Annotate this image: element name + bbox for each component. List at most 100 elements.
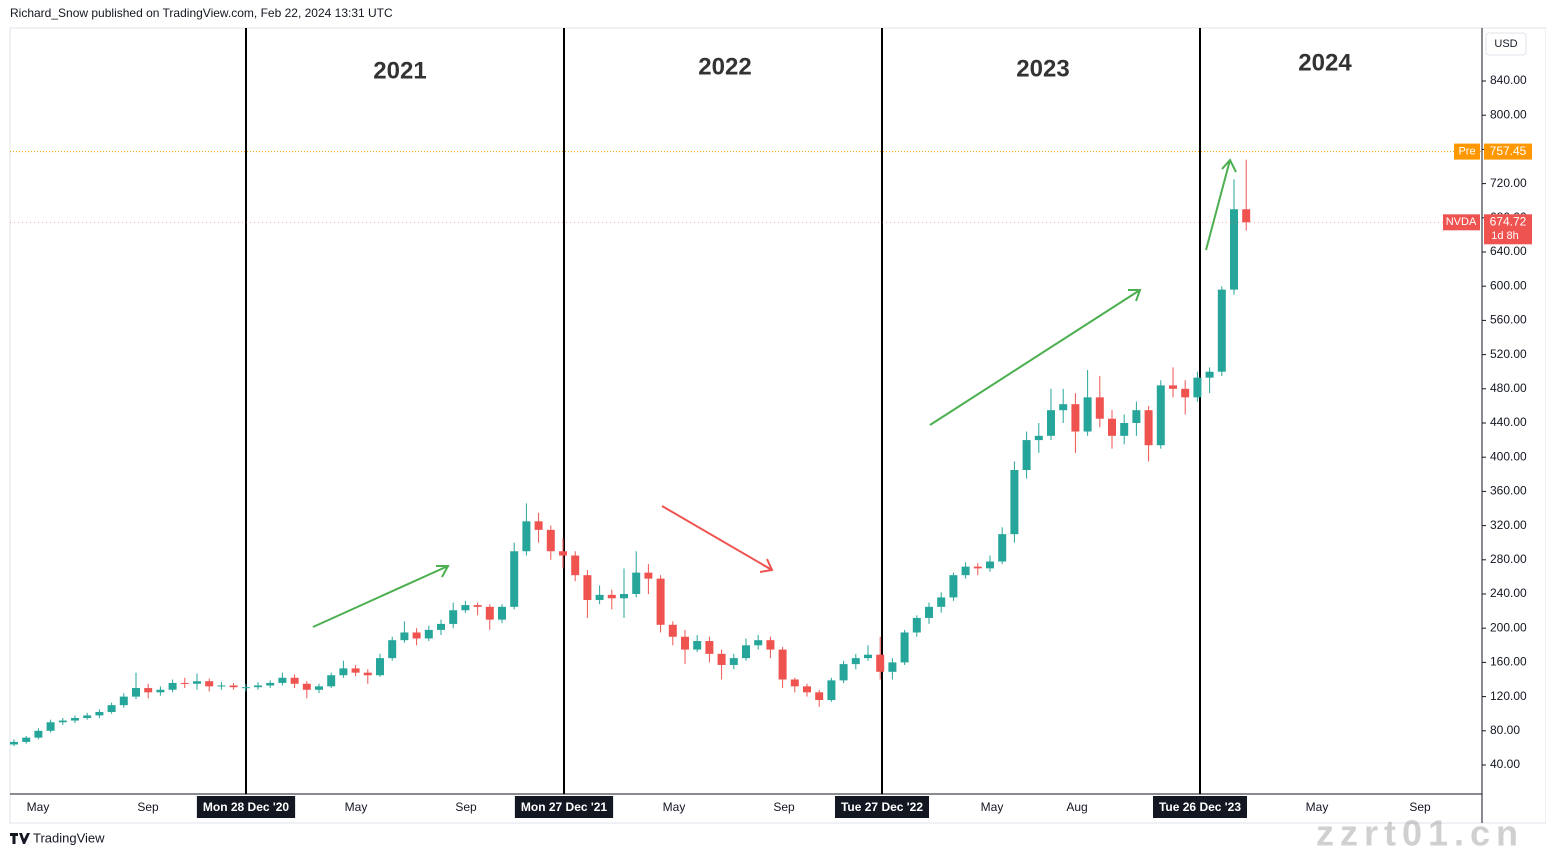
currency[interactable]: USD bbox=[1494, 38, 1517, 50]
date-box bbox=[834, 796, 930, 818]
x-tick-label: Sep bbox=[455, 800, 477, 814]
candle-body bbox=[644, 572, 653, 579]
candle-body bbox=[1230, 209, 1238, 290]
candle-body bbox=[986, 561, 994, 569]
x-tick-label: May bbox=[663, 800, 686, 814]
candle-body bbox=[1071, 404, 1080, 432]
x-tick-label: Sep bbox=[137, 800, 159, 814]
candle-body bbox=[58, 720, 67, 723]
candle-body bbox=[790, 679, 799, 687]
y-tick-label: 280.00 bbox=[1490, 552, 1527, 566]
candle-body bbox=[668, 624, 677, 637]
candle-body bbox=[827, 680, 836, 701]
candle-body bbox=[241, 687, 250, 689]
candle-body bbox=[522, 521, 531, 552]
candle-body bbox=[266, 682, 275, 686]
candle-body bbox=[107, 705, 116, 712]
candle-body bbox=[168, 682, 177, 690]
arrow bbox=[661, 505, 774, 573]
candle-body bbox=[510, 551, 519, 607]
trend-arrows bbox=[312, 158, 1237, 628]
candle-body bbox=[400, 632, 409, 641]
pre-tag bbox=[1454, 143, 1480, 160]
y-tick-label: 560.00 bbox=[1490, 313, 1527, 327]
candle-body bbox=[278, 677, 287, 683]
candle-body bbox=[1083, 397, 1092, 432]
logo-mark bbox=[10, 833, 30, 844]
candle-body bbox=[144, 688, 153, 693]
candle-body bbox=[119, 696, 128, 706]
y-tick-label: 520.00 bbox=[1490, 347, 1527, 361]
candle-body bbox=[351, 668, 360, 673]
candle-body bbox=[34, 730, 43, 738]
candle-body bbox=[1010, 470, 1019, 535]
candle-body bbox=[961, 566, 970, 576]
plot: 40.00 80.00 120.00 160.00 200.00 240.00 280.00… bbox=[10, 73, 1532, 818]
y-tick-label: 720.00 bbox=[1490, 176, 1527, 190]
candle-body bbox=[864, 654, 872, 659]
candle-body bbox=[1169, 385, 1177, 389]
x-tick-label: May bbox=[1306, 800, 1329, 814]
candle-body bbox=[376, 658, 384, 676]
currency-box[interactable] bbox=[1485, 32, 1527, 56]
candle-body bbox=[156, 689, 165, 693]
candle-body bbox=[900, 632, 909, 663]
x-tick-label: Tue 26 Dec '23 bbox=[1159, 800, 1241, 814]
candle-body bbox=[485, 606, 494, 620]
candle-body bbox=[717, 653, 726, 665]
pre-price-box bbox=[1484, 143, 1532, 160]
candle-body bbox=[302, 683, 311, 690]
candle-body bbox=[839, 664, 848, 681]
y-tick-label: 360.00 bbox=[1490, 484, 1527, 498]
candle-body bbox=[705, 641, 714, 654]
date-box bbox=[1152, 796, 1248, 818]
candle-body bbox=[571, 555, 580, 576]
candle-body bbox=[363, 672, 372, 676]
candle-body bbox=[949, 575, 958, 598]
y-tick-label: 480.00 bbox=[1490, 381, 1527, 395]
candle-body bbox=[1205, 371, 1214, 378]
candle-body bbox=[766, 640, 775, 650]
candle-body bbox=[95, 711, 104, 716]
candle-body bbox=[888, 662, 897, 672]
candle-body bbox=[498, 606, 506, 620]
y-tick-label: 120.00 bbox=[1490, 689, 1527, 703]
candle-body bbox=[46, 722, 55, 731]
candle-body bbox=[1217, 289, 1226, 372]
arrow bbox=[312, 565, 450, 628]
candle-body bbox=[595, 594, 604, 600]
candle-body bbox=[22, 737, 31, 742]
footer: TradingView bbox=[33, 830, 105, 845]
date-box bbox=[514, 796, 614, 818]
candle-body bbox=[83, 715, 92, 718]
date-box bbox=[196, 796, 296, 818]
candle-body bbox=[132, 688, 140, 697]
year-label: 2022 bbox=[698, 53, 751, 80]
year-label: 2024 bbox=[1298, 49, 1352, 76]
logo bbox=[10, 833, 30, 844]
last-price-label: 674.72 bbox=[1490, 214, 1527, 228]
candle-body bbox=[754, 640, 763, 646]
candle-body bbox=[1181, 388, 1190, 398]
candle-body bbox=[534, 521, 543, 530]
candle-body bbox=[315, 686, 323, 690]
pre-tag-label: Pre bbox=[1458, 145, 1475, 157]
x-tick-label: Tue 27 Dec '22 bbox=[841, 800, 923, 814]
x-tick-label: May bbox=[27, 800, 50, 814]
symbol-tag-label: NVDA bbox=[1446, 216, 1477, 228]
candle-body bbox=[729, 658, 738, 665]
y-tick-label: 240.00 bbox=[1490, 586, 1527, 600]
y-tick-label: 640.00 bbox=[1490, 244, 1527, 258]
frame bbox=[9, 27, 1546, 824]
candle-body bbox=[681, 636, 689, 650]
candle-body bbox=[559, 551, 567, 556]
candle-body bbox=[620, 594, 628, 599]
year-label: 2021 bbox=[373, 57, 426, 84]
candle-body bbox=[10, 741, 18, 745]
y-tick-label: 440.00 bbox=[1490, 415, 1527, 429]
candle-body bbox=[1047, 410, 1055, 436]
candle-body bbox=[583, 575, 592, 600]
x-tick-label: Mon 28 Dec '20 bbox=[203, 800, 290, 814]
